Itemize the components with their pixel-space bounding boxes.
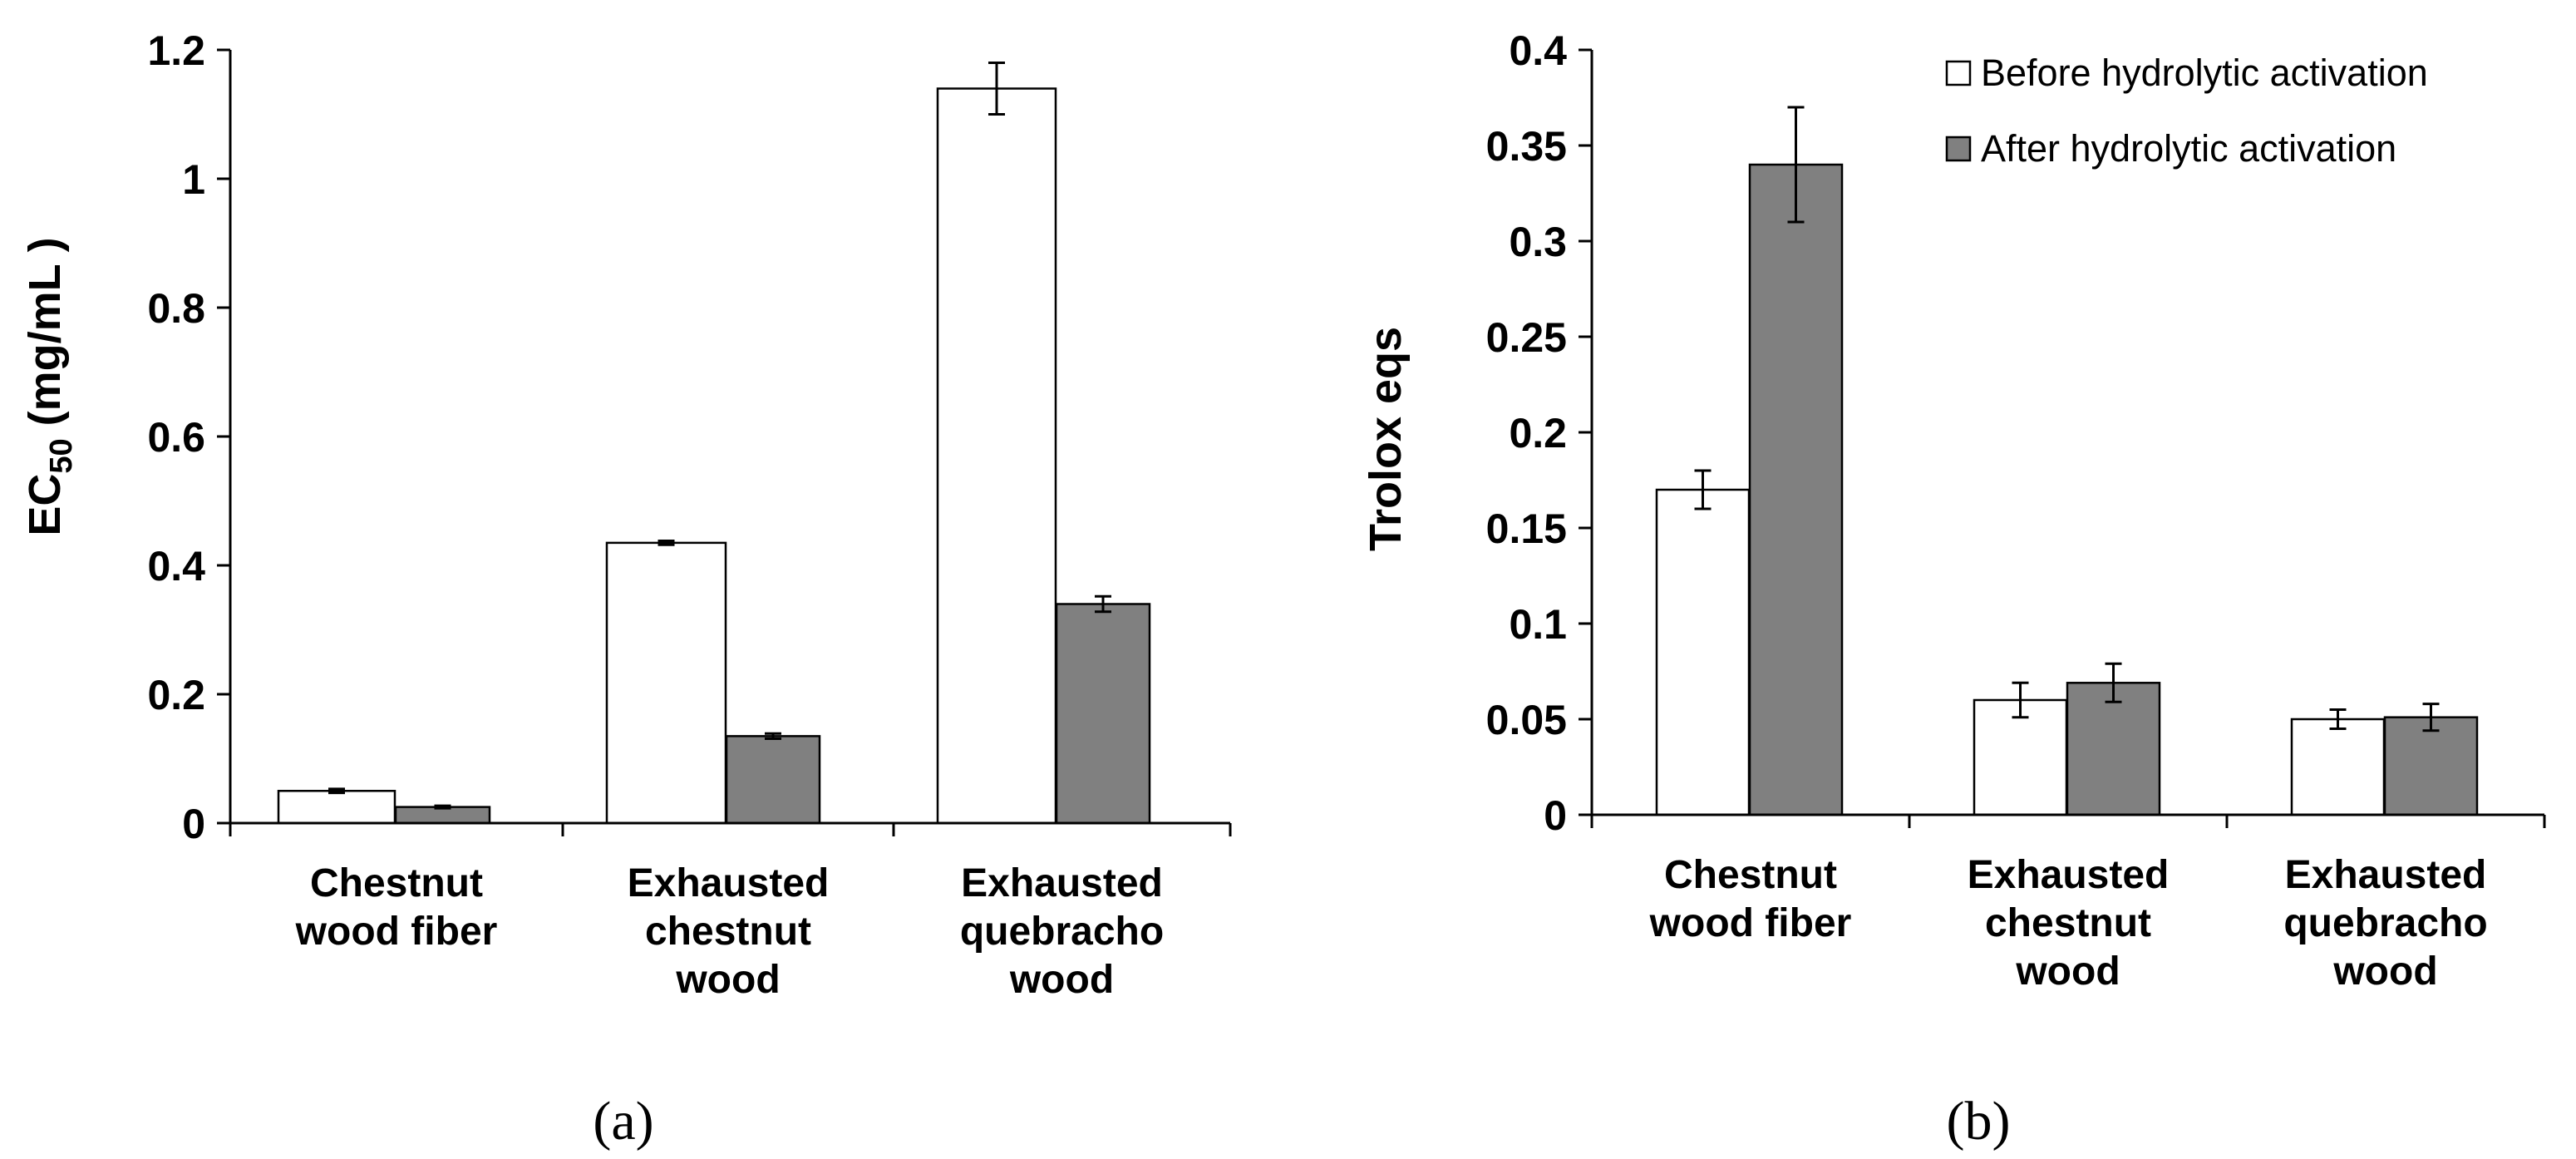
category-label: Exhausted quebracho wood: [960, 861, 1164, 1002]
y-tick-label: 0.2: [147, 672, 205, 718]
bar-after: [725, 735, 821, 825]
y-axis-ticks-a: 0 0.2 0.4 0.6 0.8 1 1.2: [147, 27, 230, 847]
y-tick-label: 0.15: [1486, 506, 1567, 552]
bar-before: [2290, 718, 2386, 816]
y-tick-label: 0.6: [147, 414, 205, 461]
chart-panel-a: 0 0.2 0.4 0.6 0.8 1 1.2 Chestnut wood fiber Exha…: [20, 27, 1232, 1152]
y-tick-label: 0.35: [1486, 123, 1567, 170]
category-label: Exhausted chestnut wood: [1968, 853, 2170, 994]
y-tick-label: 0.4: [147, 543, 205, 589]
legend-swatch-before: [1945, 60, 1972, 86]
legend-swatch-after: [1945, 136, 1972, 162]
bar-before: [605, 541, 727, 825]
y-axis-ticks-b: 0 0.05 0.1 0.15 0.2 0.25 0.3 0.35 0.4: [1486, 27, 1592, 839]
y-tick-label: 0: [1544, 792, 1567, 839]
x-axis-ticks-b: [1590, 815, 2546, 828]
bar-after: [1748, 163, 1844, 816]
bar-before: [936, 87, 1057, 825]
bar-before: [1655, 488, 1751, 816]
category-labels-a: Chestnut wood fiber Exhausted chestnut wood E…: [295, 861, 1165, 1002]
bar-after: [2066, 682, 2161, 816]
error-bars-a: [328, 62, 1111, 810]
legend: Before hydrolytic activation After hydro…: [1945, 52, 2428, 170]
legend-label-after: After hydrolytic activation: [1981, 127, 2396, 170]
bar-before: [277, 790, 396, 825]
category-label: Exhausted chestnut wood: [628, 861, 830, 1002]
y-axis-title-b: Trolox eqs: [1361, 327, 1411, 551]
error-bars-b: [1694, 106, 2440, 732]
bars-b: [1655, 163, 2479, 816]
y-tick-label: 1: [182, 156, 205, 203]
panel-label-a: (a): [593, 1091, 653, 1152]
bar-after: [1055, 603, 1151, 825]
category-label: Chestnut wood fiber: [295, 861, 498, 954]
chart-panel-b: 0 0.05 0.1 0.15 0.2 0.25 0.3 0.35 0.4 Chestnut wo…: [1361, 27, 2546, 1152]
y-tick-label: 0.8: [147, 285, 205, 332]
category-label: Exhausted quebracho wood: [2283, 853, 2487, 994]
y-tick-label: 0: [182, 801, 205, 847]
y-tick-label: 0.25: [1486, 314, 1567, 361]
y-tick-label: 1.2: [147, 27, 205, 74]
category-labels-b: Chestnut wood fiber Exhausted chestnut wood E…: [1649, 853, 2488, 994]
bars-a: [277, 87, 1151, 825]
y-tick-label: 0.2: [1509, 410, 1567, 456]
y-tick-label: 0.1: [1509, 601, 1567, 648]
legend-label-before: Before hydrolytic activation: [1981, 52, 2428, 94]
y-tick-label: 0.3: [1509, 219, 1567, 265]
y-tick-label: 0.05: [1486, 697, 1567, 743]
y-axis-title-a: EC50 (mg/mL ): [20, 237, 79, 535]
y-tick-label: 0.4: [1509, 27, 1567, 74]
category-label: Chestnut wood fiber: [1649, 853, 1852, 945]
x-axis-ticks-a: [229, 823, 1232, 836]
panel-label-b: (b): [1947, 1091, 2011, 1152]
bar-after: [2383, 716, 2479, 816]
